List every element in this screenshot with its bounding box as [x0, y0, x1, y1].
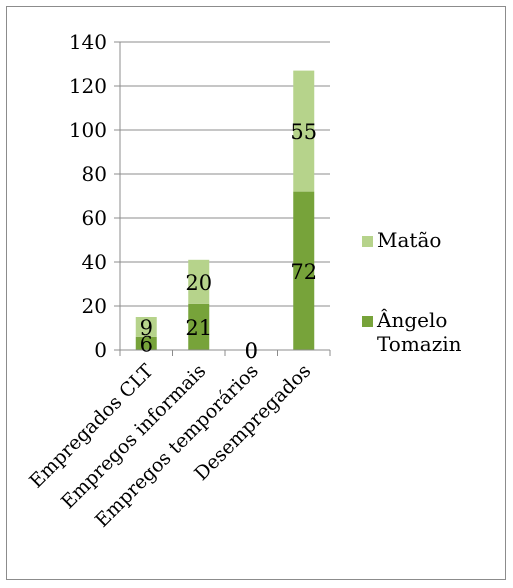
legend-label: Ângelo Tomazin: [376, 308, 462, 356]
y-tick-label: 60: [82, 206, 107, 230]
data-label: 72: [290, 260, 317, 284]
legend-swatch: [362, 316, 373, 327]
bar-segment: [135, 336, 157, 350]
bar-segment: [293, 70, 315, 192]
data-label: 20: [185, 271, 212, 295]
data-label: 0: [245, 339, 258, 363]
axes: [114, 41, 331, 356]
data-label: 9: [140, 316, 153, 340]
y-tick-label: 40: [82, 250, 107, 274]
bar-segment: [135, 317, 157, 337]
chart-frame: 0 20 40 60 80 100 120 140 6 9 21 20 0 0 72 55 Empregad…: [6, 6, 506, 580]
data-label: 21: [185, 316, 212, 340]
y-tick-label: 80: [82, 162, 107, 186]
data-label: 0: [245, 339, 258, 363]
stacked-bar-chart: 0 20 40 60 80 100 120 140 69 21 20 0 0 72 55 Empregad…: [25, 30, 462, 532]
y-tick-label: 140: [69, 30, 107, 54]
legend-label: Matão: [377, 228, 441, 252]
y-tick-label: 20: [82, 294, 107, 318]
legend-swatch: [362, 236, 373, 247]
gridlines: [120, 41, 330, 307]
y-tick-label: 100: [69, 118, 107, 142]
bar-segment: [188, 303, 210, 350]
data-label: 55: [290, 120, 317, 144]
y-tick-label: 0: [94, 338, 107, 362]
bar-segment: [293, 191, 315, 350]
bars: [135, 70, 315, 350]
legend: Matão Ângelo Tomazin: [362, 228, 462, 356]
bar-segment: [188, 259, 210, 304]
y-tick-label: 120: [69, 74, 107, 98]
y-tick-labels: 0 20 40 60 80 100 120 140: [69, 30, 107, 362]
data-label: 6: [140, 332, 153, 356]
